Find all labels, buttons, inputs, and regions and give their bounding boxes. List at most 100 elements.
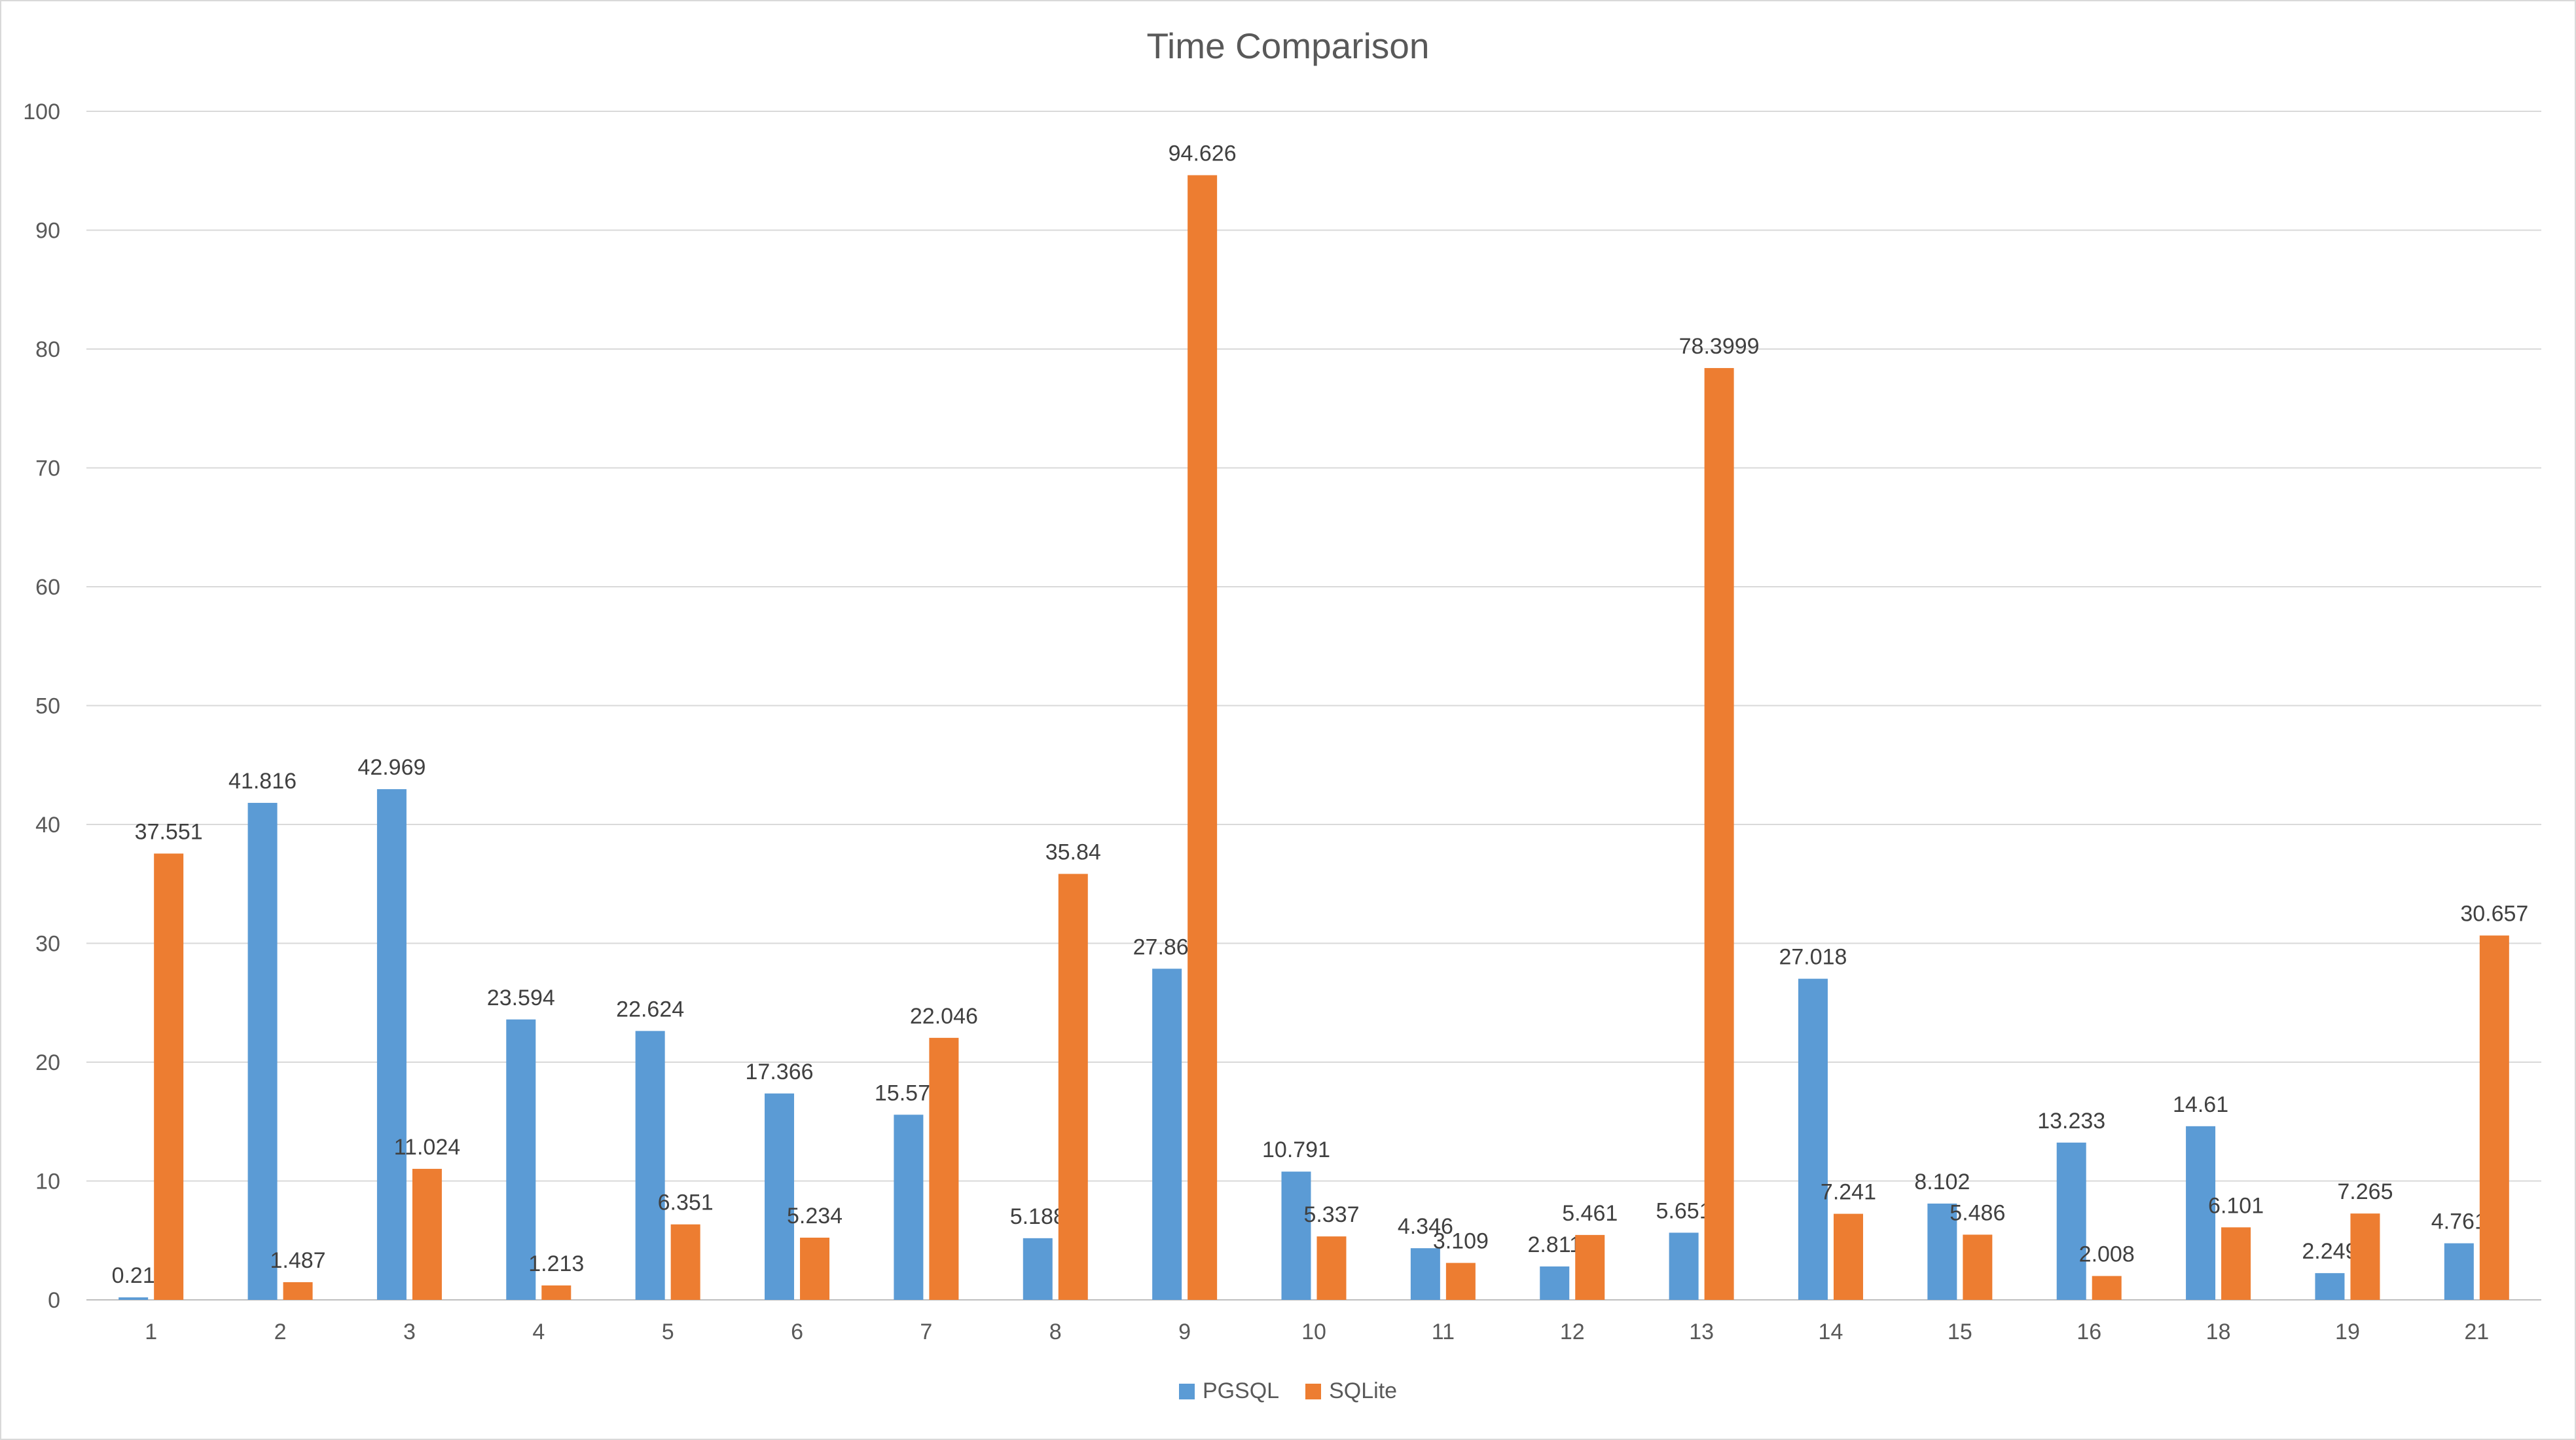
bar-pgsql-9	[1152, 969, 1182, 1300]
data-label-pgsql-18: 14.61	[2173, 1092, 2228, 1117]
data-label-pgsql-19: 2.249	[2302, 1239, 2357, 1264]
chart-title: Time Comparison	[1146, 26, 1430, 66]
bar-pgsql-7	[894, 1115, 924, 1300]
data-label-pgsql-5: 22.624	[616, 997, 684, 1022]
bar-pgsql-8	[1023, 1238, 1053, 1300]
bar-pgsql-6	[765, 1093, 795, 1300]
data-label-sqlite-21: 30.657	[2460, 902, 2528, 927]
legend-item-pgsql: PGSQL	[1178, 1378, 1280, 1404]
bar-sqlite-3	[412, 1168, 442, 1300]
x-tick-label: 5	[662, 1320, 674, 1344]
bar-sqlite-4	[541, 1285, 571, 1300]
y-tick-label: 20	[35, 1050, 60, 1075]
x-tick-label: 9	[1178, 1320, 1191, 1344]
bar-sqlite-5	[670, 1224, 700, 1300]
bar-sqlite-16	[2092, 1276, 2122, 1300]
data-label-pgsql-16: 13.233	[2037, 1109, 2105, 1134]
data-label-sqlite-8: 35.84	[1045, 840, 1101, 865]
data-label-pgsql-13: 5.651	[1656, 1198, 1712, 1223]
data-label-pgsql-2: 41.816	[228, 769, 297, 794]
bar-sqlite-9	[1188, 175, 1218, 1300]
bar-sqlite-18	[2221, 1227, 2251, 1300]
data-label-pgsql-3: 42.969	[357, 755, 426, 780]
y-tick-label: 60	[35, 575, 60, 600]
data-label-sqlite-13: 78.3999	[1679, 334, 1760, 359]
bar-pgsql-4	[506, 1019, 536, 1300]
data-label-pgsql-21: 4.761	[2431, 1209, 2487, 1234]
data-label-sqlite-15: 5.486	[1950, 1200, 2005, 1225]
x-tick-label: 21	[2464, 1320, 2489, 1344]
data-label-sqlite-4: 1.213	[528, 1251, 584, 1276]
y-tick-label: 10	[35, 1170, 60, 1194]
data-label-sqlite-16: 2.008	[2079, 1242, 2135, 1267]
y-tick-label: 100	[23, 100, 60, 124]
data-label-pgsql-11: 4.346	[1398, 1214, 1453, 1239]
x-tick-label: 4	[532, 1320, 545, 1344]
data-label-sqlite-11: 3.109	[1433, 1229, 1489, 1254]
y-tick-label: 0	[48, 1288, 60, 1313]
data-label-sqlite-9: 94.626	[1169, 141, 1237, 166]
data-label-sqlite-12: 5.461	[1562, 1201, 1618, 1226]
data-label-pgsql-4: 23.594	[487, 986, 555, 1010]
y-tick-label: 70	[35, 456, 60, 481]
x-tick-label: 2	[274, 1320, 287, 1344]
x-tick-label: 10	[1301, 1320, 1326, 1344]
bar-sqlite-11	[1445, 1263, 1476, 1300]
data-label-sqlite-6: 5.234	[787, 1204, 843, 1228]
bar-pgsql-14	[1798, 978, 1828, 1300]
x-tick-label: 13	[1689, 1320, 1714, 1344]
data-label-sqlite-2: 1.487	[270, 1248, 326, 1273]
bar-sqlite-1	[154, 853, 184, 1300]
bar-sqlite-8	[1058, 874, 1088, 1300]
x-tick-label: 1	[145, 1320, 157, 1344]
x-tick-label: 7	[920, 1320, 932, 1344]
data-label-sqlite-7: 22.046	[910, 1004, 978, 1029]
bar-pgsql-10	[1281, 1172, 1311, 1300]
bar-sqlite-10	[1316, 1236, 1347, 1300]
y-tick-label: 50	[35, 694, 60, 719]
bar-pgsql-11	[1410, 1248, 1440, 1300]
data-label-sqlite-10: 5.337	[1303, 1202, 1359, 1227]
bar-sqlite-13	[1704, 368, 1734, 1301]
data-label-pgsql-1: 0.21	[112, 1263, 155, 1288]
x-tick-label: 18	[2206, 1320, 2231, 1344]
bar-pgsql-12	[1540, 1266, 1570, 1300]
data-label-sqlite-19: 7.265	[2337, 1179, 2393, 1204]
data-label-sqlite-18: 6.101	[2208, 1193, 2264, 1218]
x-tick-label: 8	[1049, 1320, 1062, 1344]
y-tick-label: 30	[35, 932, 60, 957]
data-label-sqlite-5: 6.351	[658, 1191, 714, 1215]
bar-pgsql-3	[376, 789, 407, 1300]
bar-sqlite-12	[1575, 1234, 1605, 1300]
x-tick-label: 12	[1560, 1320, 1585, 1344]
legend-label-pgsql: PGSQL	[1202, 1378, 1280, 1403]
data-label-pgsql-8: 5.188	[1010, 1204, 1066, 1229]
bar-pgsql-13	[1669, 1232, 1699, 1300]
data-label-pgsql-12: 2.811	[1527, 1232, 1582, 1257]
x-tick-label: 11	[1432, 1320, 1455, 1344]
bar-sqlite-15	[1963, 1234, 1993, 1300]
bar-pgsql-1	[118, 1297, 149, 1300]
bar-sqlite-19	[2350, 1213, 2380, 1300]
x-tick-label: 15	[1948, 1320, 1972, 1344]
bar-sqlite-2	[283, 1282, 313, 1300]
legend-label-sqlite: SQLite	[1329, 1378, 1398, 1403]
legend-swatch-sqlite	[1305, 1383, 1322, 1399]
data-label-sqlite-14: 7.241	[1821, 1180, 1876, 1205]
legend-swatch-pgsql	[1178, 1383, 1195, 1399]
x-tick-label: 3	[403, 1320, 416, 1344]
bar-sqlite-21	[2479, 935, 2509, 1300]
data-label-pgsql-15: 8.102	[1914, 1170, 1970, 1194]
bar-pgsql-5	[635, 1031, 665, 1300]
data-label-pgsql-6: 17.366	[746, 1060, 814, 1084]
y-tick-label: 80	[35, 337, 60, 362]
bar-pgsql-16	[2056, 1142, 2086, 1300]
bar-pgsql-21	[2444, 1243, 2474, 1300]
y-tick-label: 90	[35, 219, 60, 244]
bar-sqlite-7	[929, 1037, 959, 1300]
legend: PGSQL SQLite	[0, 1378, 2576, 1404]
x-tick-label: 19	[2335, 1320, 2360, 1344]
data-label-sqlite-1: 37.551	[135, 819, 203, 844]
x-tick-label: 6	[791, 1320, 803, 1344]
